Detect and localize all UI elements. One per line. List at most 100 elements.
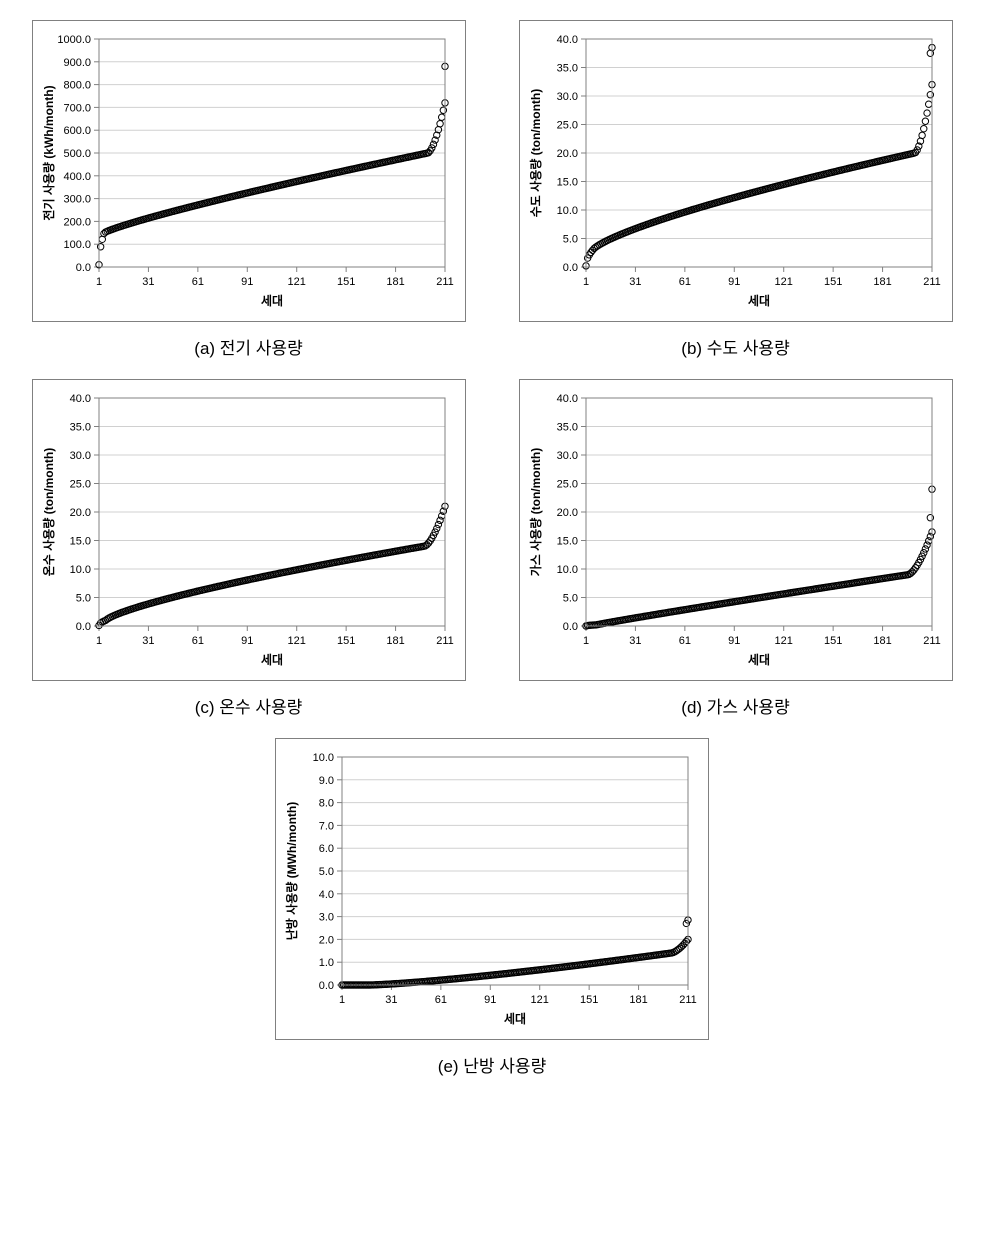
x-tick-label: 181 [873, 635, 891, 647]
chart-frame: 0.0100.0200.0300.0400.0500.0600.0700.080… [32, 20, 466, 322]
y-tick-label: 200.0 [63, 216, 91, 228]
y-tick-label: 9.0 [319, 775, 334, 787]
x-tick-label: 31 [142, 635, 154, 647]
chart-frame: 0.01.02.03.04.05.06.07.08.09.010.0131619… [275, 738, 709, 1040]
x-tick-label: 31 [385, 994, 397, 1006]
chart-b: 0.05.010.015.020.025.030.035.040.0131619… [524, 27, 944, 317]
y-tick-label: 5.0 [562, 593, 577, 605]
y-tick-label: 10.0 [69, 564, 90, 576]
chart-d: 0.05.010.015.020.025.030.035.040.0131619… [524, 386, 944, 676]
chart-cell-a: 0.0100.0200.0300.0400.0500.0600.0700.080… [32, 20, 466, 359]
y-tick-label: 400.0 [63, 171, 91, 183]
y-tick-label: 300.0 [63, 194, 91, 206]
y-tick-label: 20.0 [556, 148, 577, 160]
y-tick-label: 40.0 [69, 393, 90, 405]
y-tick-label: 20.0 [69, 507, 90, 519]
x-axis-title: 세대 [504, 1011, 526, 1026]
x-tick-label: 91 [728, 276, 740, 288]
x-tick-label: 1 [95, 635, 101, 647]
x-axis-title: 세대 [747, 652, 769, 667]
y-tick-label: 1000.0 [57, 34, 91, 46]
y-tick-label: 0.0 [75, 621, 90, 633]
charts-grid: 0.0100.0200.0300.0400.0500.0600.0700.080… [20, 20, 964, 1077]
y-tick-label: 15.0 [556, 536, 577, 548]
y-tick-label: 10.0 [556, 564, 577, 576]
x-tick-label: 31 [142, 276, 154, 288]
x-tick-label: 61 [678, 276, 690, 288]
chart-frame: 0.05.010.015.020.025.030.035.040.0131619… [519, 379, 953, 681]
y-tick-label: 0.0 [319, 980, 334, 992]
chart-cell-d: 0.05.010.015.020.025.030.035.040.0131619… [519, 379, 953, 718]
y-tick-label: 20.0 [556, 507, 577, 519]
y-tick-label: 5.0 [75, 593, 90, 605]
chart-cell-b: 0.05.010.015.020.025.030.035.040.0131619… [519, 20, 953, 359]
y-tick-label: 30.0 [556, 91, 577, 103]
x-tick-label: 121 [774, 276, 792, 288]
chart-cell-c: 0.0 5.0 10.0 15.0 20.0 25.0 30.0 35.0 40.0 1 31 61 9… [32, 379, 466, 718]
y-tick-label: 35.0 [556, 422, 577, 434]
y-axis-title: 난방 사용량 (MWh/month) [284, 802, 299, 941]
y-tick-label: 25.0 [556, 120, 577, 132]
y-tick-label: 10.0 [313, 752, 334, 764]
x-tick-label: 91 [728, 635, 740, 647]
x-tick-label: 211 [923, 635, 941, 647]
y-tick-label: 25.0 [556, 479, 577, 491]
x-tick-label: 31 [629, 276, 641, 288]
y-tick-label: 4.0 [319, 889, 334, 901]
y-tick-label: 15.0 [69, 536, 90, 548]
y-tick-label: 35.0 [69, 422, 90, 434]
x-tick-label: 151 [823, 635, 841, 647]
y-axis-title: 수도 사용량 (ton/month) [528, 89, 543, 218]
y-axis-title: 온수 사용량 (ton/month) [41, 448, 56, 577]
x-tick-label: 91 [241, 276, 253, 288]
x-tick-label: 151 [336, 635, 354, 647]
y-tick-label: 35.0 [556, 63, 577, 75]
chart-c: 0.0 5.0 10.0 15.0 20.0 25.0 30.0 35.0 40.0 1 31 61 9… [37, 386, 457, 676]
x-tick-label: 31 [629, 635, 641, 647]
x-tick-label: 1 [95, 276, 101, 288]
y-tick-label: 30.0 [69, 450, 90, 462]
y-axis-title: 전기 사용량 (kWh/month) [41, 85, 56, 220]
chart-caption: (a) 전기 사용량 [194, 334, 302, 359]
chart-cell-e: 0.01.02.03.04.05.06.07.08.09.010.0131619… [275, 738, 709, 1077]
x-tick-label: 211 [923, 276, 941, 288]
chart-frame: 0.05.010.015.020.025.030.035.040.0131619… [519, 20, 953, 322]
x-tick-label: 1 [339, 994, 345, 1006]
x-tick-label: 121 [531, 994, 549, 1006]
x-tick-label: 181 [386, 635, 404, 647]
x-tick-label: 211 [436, 635, 454, 647]
chart-frame: 0.0 5.0 10.0 15.0 20.0 25.0 30.0 35.0 40.0 1 31 61 9… [32, 379, 466, 681]
x-tick-label: 121 [287, 635, 305, 647]
x-tick-label: 181 [873, 276, 891, 288]
x-tick-label: 151 [580, 994, 598, 1006]
y-tick-label: 1.0 [319, 957, 334, 969]
x-tick-label: 1 [582, 276, 588, 288]
x-tick-label: 121 [774, 635, 792, 647]
y-tick-label: 800.0 [63, 80, 91, 92]
y-tick-label: 7.0 [319, 820, 334, 832]
chart-caption: (d) 가스 사용량 [681, 693, 789, 718]
y-tick-label: 0.0 [562, 621, 577, 633]
x-tick-label: 151 [823, 276, 841, 288]
y-tick-label: 700.0 [63, 102, 91, 114]
x-tick-label: 151 [336, 276, 354, 288]
chart-caption: (e) 난방 사용량 [438, 1052, 546, 1077]
y-tick-label: 25.0 [69, 479, 90, 491]
x-tick-label: 61 [191, 635, 203, 647]
chart-e: 0.01.02.03.04.05.06.07.08.09.010.0131619… [280, 745, 700, 1035]
x-tick-label: 91 [484, 994, 496, 1006]
x-tick-label: 181 [629, 994, 647, 1006]
x-axis-title: 세대 [747, 293, 769, 308]
x-tick-label: 61 [191, 276, 203, 288]
y-tick-label: 500.0 [63, 148, 91, 160]
y-tick-label: 15.0 [556, 177, 577, 189]
x-tick-label: 61 [435, 994, 447, 1006]
x-tick-label: 91 [241, 635, 253, 647]
y-tick-label: 8.0 [319, 798, 334, 810]
x-axis-title: 세대 [260, 293, 282, 308]
y-axis-title: 가스 사용량 (ton/month) [528, 448, 543, 577]
x-axis-title: 세대 [260, 652, 282, 667]
y-tick-label: 3.0 [319, 912, 334, 924]
chart-a: 0.0100.0200.0300.0400.0500.0600.0700.080… [37, 27, 457, 317]
y-tick-label: 40.0 [556, 393, 577, 405]
